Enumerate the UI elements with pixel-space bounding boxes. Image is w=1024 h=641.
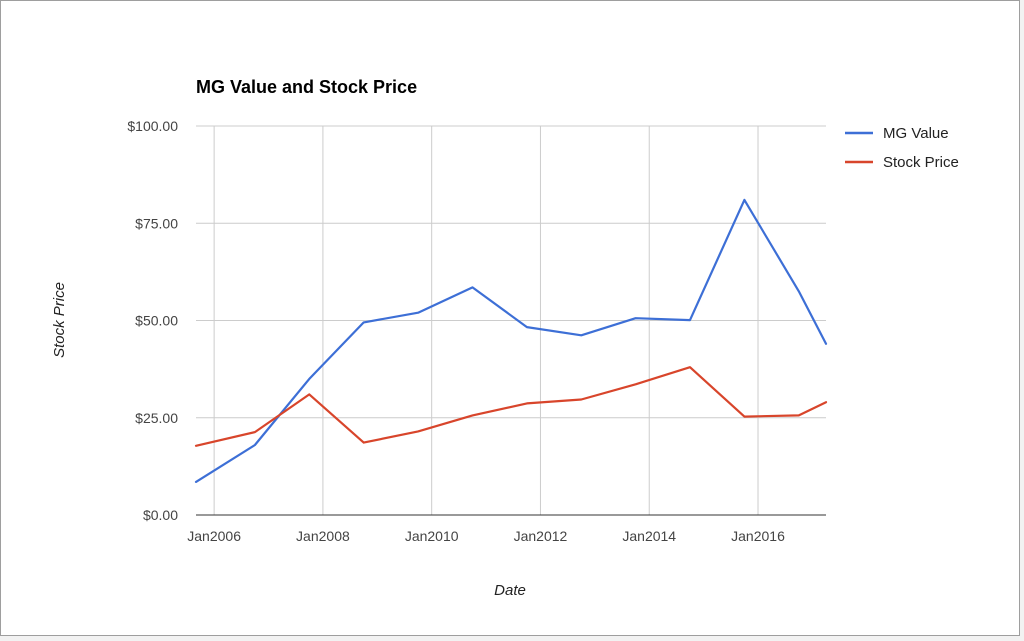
legend-label: MG Value [883, 125, 949, 142]
series-line-2 [194, 366, 828, 447]
x-tick-label: Jan2008 [296, 528, 350, 544]
y-tick-label: $0.00 [143, 507, 178, 523]
chart-title: MG Value and Stock Price [196, 77, 417, 97]
gridlines [196, 125, 826, 515]
x-tick-label: Jan2010 [405, 528, 459, 544]
series-line-1 [194, 198, 828, 483]
x-tick-label: Jan2016 [731, 528, 785, 544]
series-layer [194, 198, 828, 483]
x-tick-label: Jan2006 [187, 528, 241, 544]
x-tick-labels: Jan2006 Jan2008 Jan2010 Jan2012 Jan2014 Jan20… [187, 528, 785, 544]
x-axis-title: Date [494, 582, 526, 599]
y-tick-label: $25.00 [135, 410, 178, 426]
y-axis-title: Stock Price [51, 282, 68, 358]
y-tick-label: $50.00 [135, 313, 178, 329]
x-tick-label: Jan2014 [622, 528, 676, 544]
y-tick-labels: $0.00 $25.00 $50.00 $75.00 $100.00 [127, 118, 178, 523]
y-tick-label: $100.00 [127, 118, 178, 134]
x-tick-label: Jan2012 [514, 528, 568, 544]
legend: MG Value Stock Price [845, 125, 959, 171]
legend-label: Stock Price [883, 154, 959, 171]
y-tick-label: $75.00 [135, 215, 178, 231]
